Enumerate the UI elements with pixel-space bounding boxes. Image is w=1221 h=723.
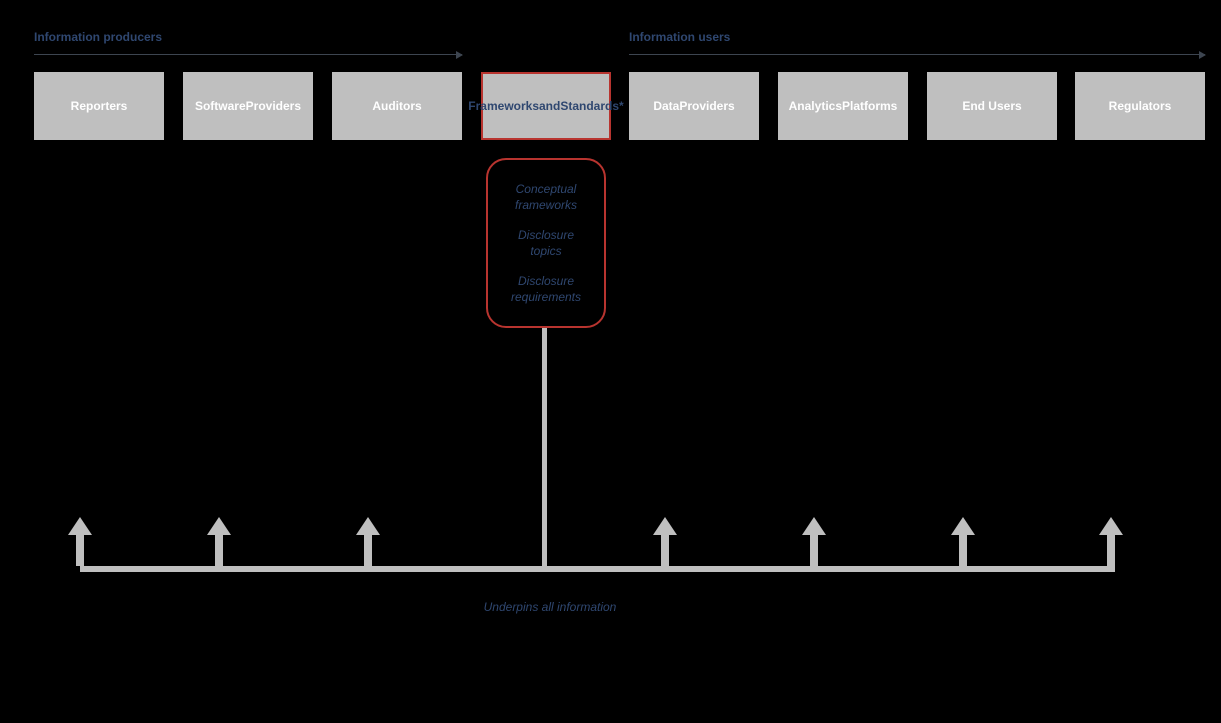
bubble-item-2: Disclosurerequirements xyxy=(496,273,596,305)
up-arrow-head-6 xyxy=(1099,517,1123,535)
box-regulators: Regulators xyxy=(1075,72,1205,140)
bubble-item-0: Conceptualframeworks xyxy=(496,181,596,213)
up-arrow-stem-4 xyxy=(810,535,818,566)
box-end-users: End Users xyxy=(927,72,1057,140)
up-arrow-head-5 xyxy=(951,517,975,535)
up-arrow-stem-0 xyxy=(76,535,84,566)
underpins-caption: Underpins all information xyxy=(450,600,650,614)
distribution-bar xyxy=(80,566,1115,572)
box-software-providers: SoftwareProviders xyxy=(183,72,313,140)
up-arrow-head-3 xyxy=(653,517,677,535)
box-frameworks-standards: FrameworksandStandards* xyxy=(481,72,611,140)
producers-arrow xyxy=(34,54,462,55)
producers-label: Information producers xyxy=(34,30,162,44)
up-arrow-stem-2 xyxy=(364,535,372,566)
bubble-item-1: Disclosuretopics xyxy=(496,227,596,259)
diagram-canvas: Information producers Information users … xyxy=(0,0,1221,723)
up-arrow-head-2 xyxy=(356,517,380,535)
up-arrow-stem-1 xyxy=(215,535,223,566)
box-analytics-platforms: AnalyticsPlatforms xyxy=(778,72,908,140)
box-data-providers: DataProviders xyxy=(629,72,759,140)
up-arrow-stem-5 xyxy=(959,535,967,566)
up-arrow-head-4 xyxy=(802,517,826,535)
up-arrow-head-1 xyxy=(207,517,231,535)
center-stem xyxy=(542,328,547,571)
box-auditors: Auditors xyxy=(332,72,462,140)
up-arrow-stem-3 xyxy=(661,535,669,566)
up-arrow-head-0 xyxy=(68,517,92,535)
users-arrow xyxy=(629,54,1205,55)
frameworks-detail-bubble: Conceptualframeworks Disclosuretopics Disc… xyxy=(486,158,606,328)
users-label: Information users xyxy=(629,30,730,44)
up-arrow-stem-6 xyxy=(1107,535,1115,566)
box-reporters: Reporters xyxy=(34,72,164,140)
